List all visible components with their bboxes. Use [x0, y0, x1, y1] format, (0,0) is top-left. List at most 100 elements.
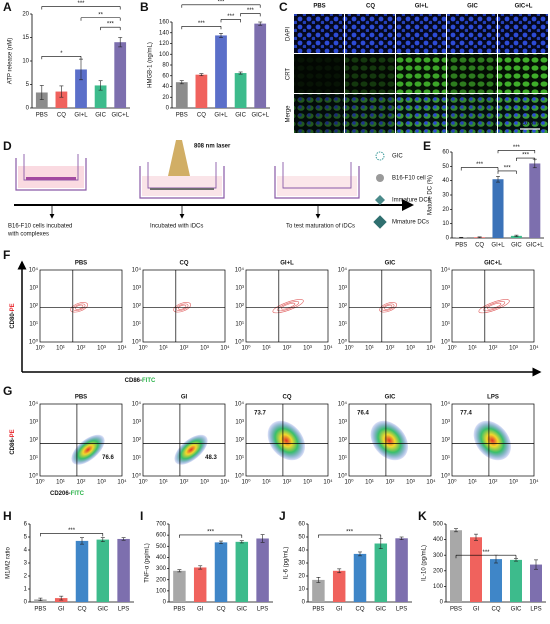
y-tick-label: 10⁴ [338, 267, 348, 274]
y-tick-label: 0 [302, 600, 306, 606]
error-bar [358, 551, 362, 557]
x-tick-label: 10² [180, 480, 189, 486]
x-tick-label: 10⁴ [117, 479, 127, 486]
bar [193, 567, 207, 602]
y-tick-label: 10⁰ [132, 473, 142, 480]
y-tick-label: 160 [159, 20, 170, 26]
error-bar [199, 73, 204, 77]
y-tick-label: 10⁴ [338, 401, 348, 408]
x-tick-label: GI [473, 607, 480, 613]
y-axis-label: IL-6 (pg/mL) [284, 547, 290, 580]
contour [478, 299, 510, 314]
x-tick-label: 10⁰ [138, 345, 148, 352]
micrograph [294, 94, 344, 133]
error-bar [496, 176, 500, 183]
y-tick-label: 20 [22, 12, 29, 18]
y-tick-label: 10¹ [441, 322, 450, 328]
micrograph [396, 54, 446, 93]
y-tick-label: 10⁴ [441, 401, 451, 408]
x-tick-label: GIC [511, 607, 522, 613]
plot-title: GIC+L [484, 261, 502, 267]
y-tick-label: 10² [338, 304, 347, 310]
medium [277, 176, 357, 196]
x-tick-label: GIC+L [251, 113, 269, 119]
plot-frame [245, 269, 329, 343]
significance: *** [513, 145, 521, 151]
x-tick-label: 10² [386, 480, 395, 486]
x-tick-label: 10² [489, 346, 498, 352]
y-tick-label: 10 [442, 221, 449, 227]
y-tick-label: 0 [26, 106, 30, 112]
quadrant-value: 73.7 [254, 411, 266, 417]
axis-label-part: CD206- [50, 491, 71, 497]
bar [94, 85, 107, 108]
y-tick-label: 10² [235, 438, 244, 444]
insert [282, 162, 352, 189]
y-tick-label: 10¹ [235, 322, 244, 328]
y-tick-label: 10³ [29, 420, 38, 426]
x-tick-label: GIC+L [111, 113, 129, 119]
error-bar [477, 236, 482, 239]
contour [72, 303, 86, 311]
panel-letter: F [3, 248, 10, 262]
y-tick-label: 10⁰ [338, 339, 348, 346]
bar [254, 23, 267, 108]
error-bar [258, 21, 263, 26]
significance: *** [227, 14, 235, 20]
error-bar [59, 595, 64, 601]
bar [450, 530, 462, 602]
x-tick-label: 10³ [97, 346, 106, 352]
significance: *** [198, 21, 206, 27]
quadrant-value: 76.4 [357, 411, 369, 417]
x-tick-label: GIC [375, 607, 386, 613]
axis-label-part: PE [10, 303, 16, 311]
significance: *** [207, 529, 215, 535]
x-tick-label: 10⁰ [35, 345, 45, 352]
error-bar [219, 540, 223, 545]
x-tick-label: 10³ [97, 480, 106, 486]
x-tick-label: PBS [34, 607, 46, 613]
bar [492, 179, 504, 238]
x-tick-label: 10⁴ [426, 479, 436, 486]
y-tick-label: 10⁴ [29, 401, 39, 408]
x-tick-label: 10¹ [365, 480, 374, 486]
x-tick-label: GI+L [74, 113, 88, 119]
icon [375, 151, 385, 161]
significance: *** [217, 0, 225, 5]
medium [142, 176, 222, 196]
error-bar [514, 234, 519, 237]
axis-label-part: FITC [71, 491, 85, 497]
plot-title: LPS [487, 395, 499, 401]
well [139, 166, 225, 199]
bar [55, 91, 68, 108]
row-label: DAPI [286, 27, 292, 41]
axis-label: CD86-FITC [125, 378, 156, 384]
micrograph [498, 94, 548, 133]
y-tick-label: 10³ [441, 420, 450, 426]
x-tick-label: CQ [217, 607, 226, 613]
step-label: Incubated with iDCs [150, 224, 203, 230]
y-tick-label: 40 [442, 178, 449, 184]
error-bar [459, 236, 464, 239]
error-bar [98, 80, 103, 91]
error-bar [179, 80, 184, 85]
x-tick-label: LPS [257, 607, 268, 613]
plot-frame [39, 269, 123, 343]
bar [312, 579, 325, 602]
x-tick-label: 10² [180, 346, 189, 352]
y-tick-label: 5 [26, 82, 30, 88]
y-tick-label: 10 [22, 59, 29, 65]
y-tick-label: 10³ [29, 286, 38, 292]
x-tick-label: 10¹ [159, 346, 168, 352]
y-tick-label: 100 [156, 588, 167, 594]
x-tick-label: 10² [283, 480, 292, 486]
x-tick-label: PBS [450, 607, 462, 613]
bar [235, 541, 249, 602]
row-label: Merge [286, 105, 292, 123]
y-tick-label: 10¹ [235, 456, 244, 462]
contour [381, 303, 395, 311]
x-tick-label: 10⁴ [426, 345, 436, 352]
y-tick-label: 500 [156, 544, 167, 550]
error-bar [121, 537, 126, 541]
